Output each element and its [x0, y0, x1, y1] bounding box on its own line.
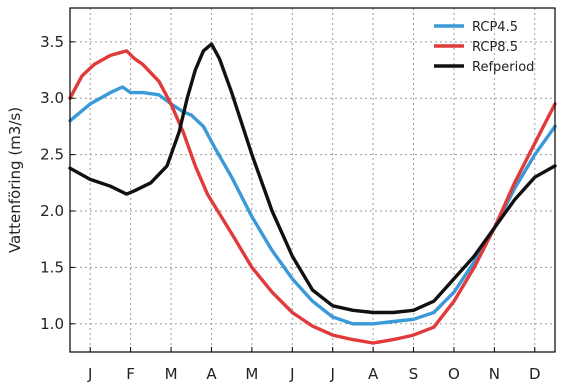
series-line-rcp4-5: [68, 85, 557, 326]
x-tick-label: F: [126, 365, 135, 383]
axis-ticks: J F M A M J J A S O N D 1.0 1.5 2.0 2.5 3.0 3.5: [40, 33, 540, 383]
y-axis-label: Vattenföring (m3/s): [6, 107, 24, 253]
series-line-refperiod: [68, 42, 557, 315]
legend-label: Refperiod: [472, 60, 534, 75]
series-line-rcp8-5: [68, 49, 557, 345]
y-tick-label: 2.0: [40, 202, 64, 220]
x-tick-label: J: [87, 365, 92, 383]
y-tick-label: 1.0: [40, 315, 64, 333]
x-tick-label: D: [529, 365, 541, 383]
y-tick-label: 1.5: [40, 258, 64, 276]
legend-label: RCP8.5: [472, 40, 518, 55]
x-tick-label: J: [289, 365, 294, 383]
x-tick-label: A: [368, 365, 379, 383]
y-tick-label: 3.0: [40, 89, 64, 107]
x-tick-label: O: [448, 365, 460, 383]
legend: RCP4.5 RCP8.5 Refperiod: [434, 20, 534, 75]
grid: [70, 8, 555, 352]
series-lines: [68, 42, 557, 345]
x-tick-label: M: [165, 365, 178, 383]
x-tick-label: J: [329, 365, 334, 383]
y-tick-label: 2.5: [40, 146, 64, 164]
x-tick-label: M: [245, 365, 258, 383]
x-tick-label: N: [489, 365, 500, 383]
legend-label: RCP4.5: [472, 20, 518, 35]
x-tick-label: A: [206, 365, 217, 383]
y-tick-label: 3.5: [40, 33, 64, 51]
plot-frame: [69, 7, 556, 353]
x-tick-label: S: [409, 365, 419, 383]
